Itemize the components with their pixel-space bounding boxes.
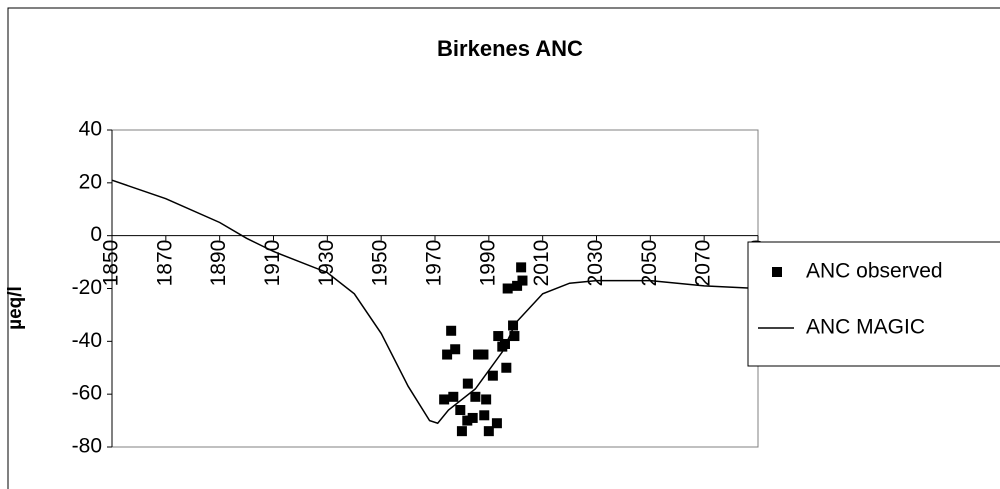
observed-point [493,331,504,342]
observed-point [462,378,473,389]
observed-point [481,394,492,405]
x-tick-label: 1910 [261,240,284,287]
observed-point [456,426,467,437]
y-axis-label: µeq/l [5,286,26,330]
y-tick-label: 20 [79,170,102,193]
observed-point [508,320,519,331]
observed-point [516,262,527,273]
observed-point [512,280,523,291]
y-tick-label: -40 [72,329,102,352]
observed-point [483,426,494,437]
observed-point [509,331,520,342]
x-tick-label: 2050 [638,240,661,287]
y-tick-label: 0 [90,223,102,246]
observed-point [473,349,484,360]
observed-point [470,391,481,402]
observed-point [467,412,478,423]
legend-label: ANC observed [806,260,943,283]
x-tick-label: 1870 [153,240,176,287]
x-tick-label: 2030 [584,240,607,287]
observed-point [491,418,502,429]
x-tick-label: 1850 [100,240,123,287]
x-tick-label: 1990 [476,240,499,287]
x-tick-label: 2010 [530,240,553,287]
observed-point [478,349,489,360]
observed-point [479,410,490,421]
y-tick-label: -20 [72,276,102,299]
legend-swatch [772,267,782,277]
model-line [111,179,759,425]
x-tick-label: 1950 [369,240,392,287]
observed-point [455,405,466,416]
y-tick-label: -60 [72,382,102,405]
observed-point [448,391,459,402]
observed-point [499,338,510,349]
observed-point [446,325,457,336]
observed-point [450,344,461,355]
x-tick-label: 1970 [423,240,446,287]
x-tick-label: 2070 [692,240,715,287]
observed-point [462,415,473,426]
x-tick-label: 1890 [207,240,230,287]
observed-point [439,394,450,405]
y-tick-label: 40 [79,118,102,141]
x-tick-label: 1930 [315,240,338,287]
observed-point [517,275,528,286]
observed-point [502,283,513,294]
observed-point [501,362,512,373]
chart-title: Birkenes ANC [437,36,583,61]
y-tick-label: -80 [72,435,102,458]
plot-frame [111,129,759,448]
legend-box [747,241,1000,367]
observed-point [487,370,498,381]
legend-label: ANC MAGIC [806,316,925,339]
observed-point [442,349,453,360]
